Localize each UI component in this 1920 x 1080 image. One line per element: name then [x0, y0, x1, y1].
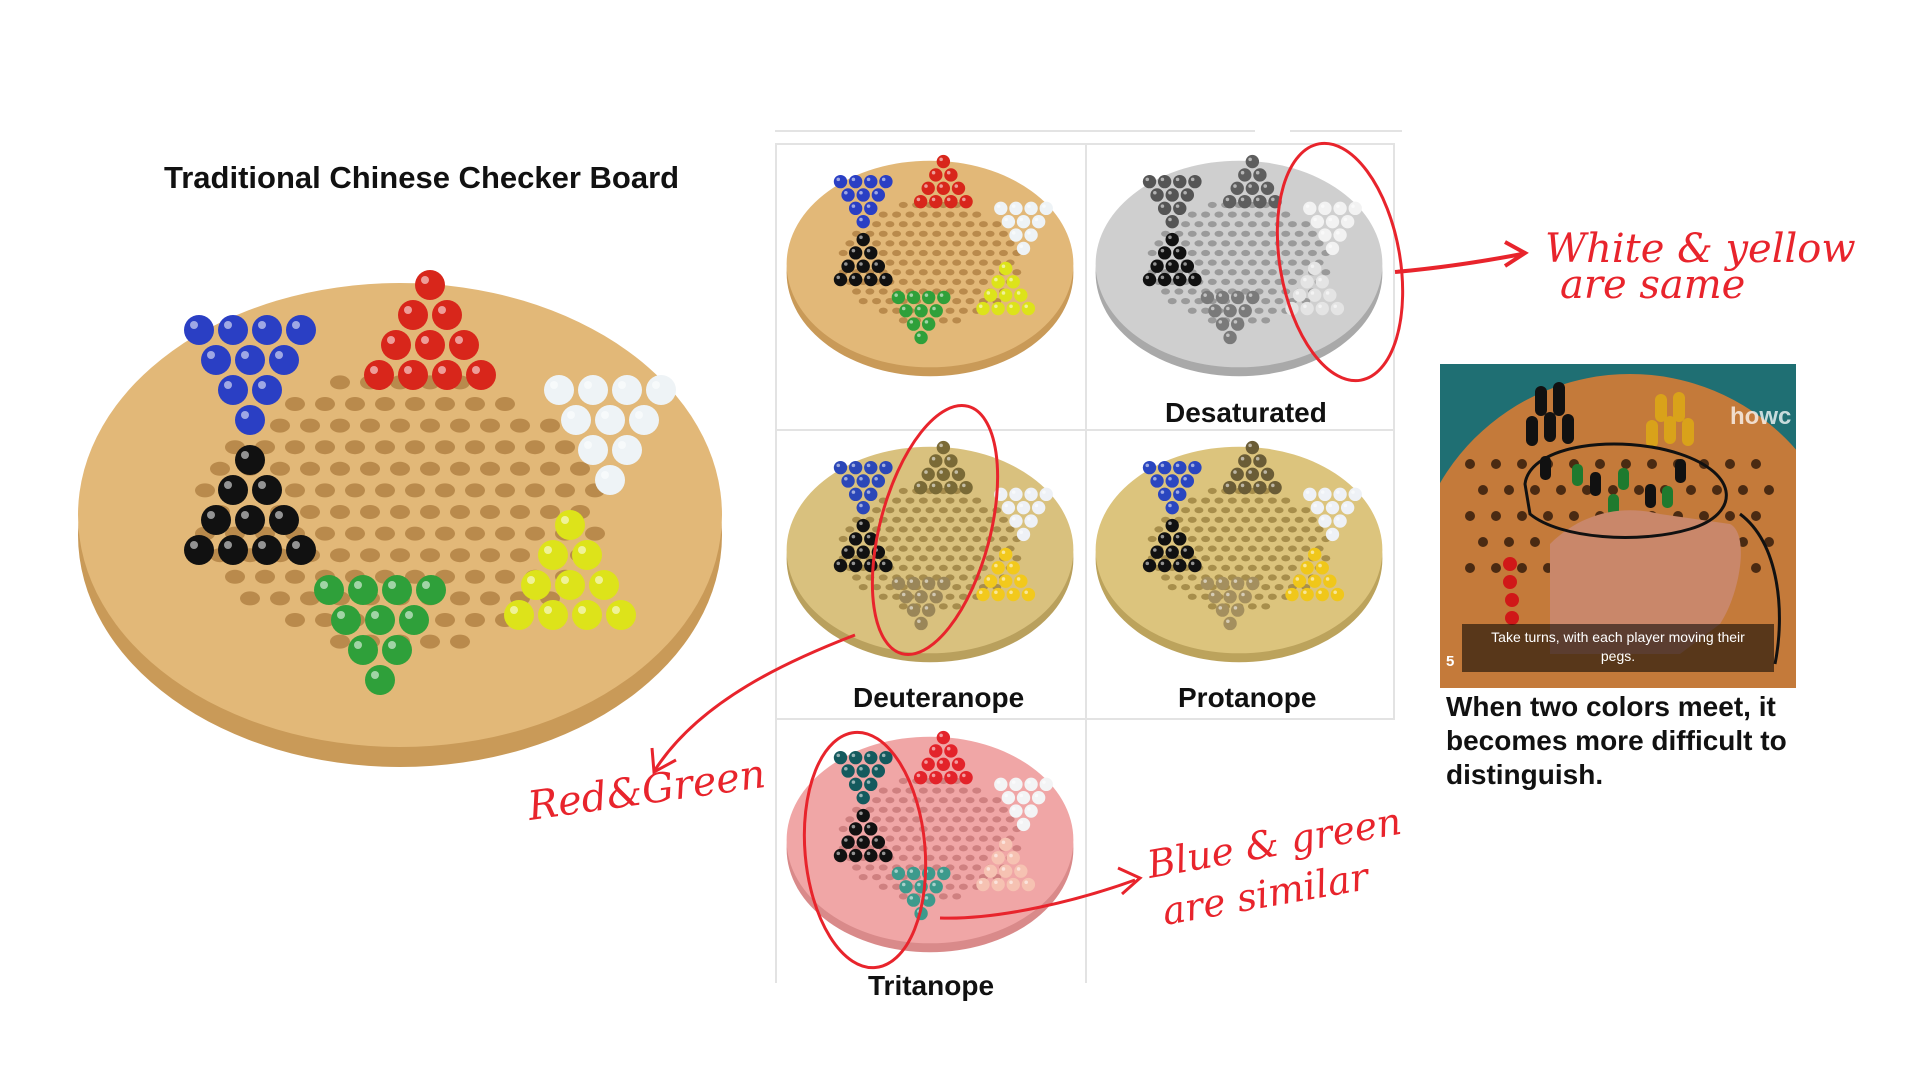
marbles-yellow: [976, 261, 1036, 316]
marbles-blue: [1142, 174, 1202, 229]
marbles-white: [994, 777, 1053, 832]
grid-top-rule-2: [1290, 130, 1402, 132]
video-pegs-yellow: [1646, 392, 1694, 448]
hand-shape: [1550, 510, 1741, 654]
marbles-white: [544, 375, 676, 495]
marbles-blue: [184, 315, 316, 435]
annotation-blue-green-2: are similar: [1159, 854, 1374, 934]
marbles-white: [994, 201, 1053, 256]
marbles-black: [1142, 232, 1202, 287]
marbles-blue: [1142, 460, 1202, 515]
marbles-yellow: [1285, 547, 1345, 602]
note-line-2: becomes more difficult to: [1446, 725, 1787, 756]
tritanope-board-thumb: [786, 730, 1074, 953]
caption-deuteranope: Deuteranope: [853, 682, 1025, 713]
grid-left-line: [775, 143, 777, 983]
marbles-black: [184, 445, 316, 565]
grid-mid-line: [1085, 143, 1087, 983]
traditional-board-image: [78, 270, 722, 767]
video-pegs-red: [1503, 557, 1519, 625]
caption-protanope: Protanope: [1178, 682, 1317, 713]
note-line-1: When two colors meet, it: [1446, 691, 1776, 722]
marbles-green: [1200, 290, 1260, 345]
original-board-thumb: [786, 154, 1074, 377]
arrow-white-yellow: [1394, 252, 1523, 274]
grid-row-line-2: [775, 429, 1395, 431]
marbles-white: [1303, 487, 1362, 542]
desaturated-board-thumb: [1095, 154, 1383, 377]
marbles-green: [314, 575, 446, 695]
caption-tritanope: Tritanope: [868, 970, 995, 1001]
marbles-black: [833, 232, 893, 287]
video-watermark: howc: [1730, 403, 1791, 430]
annotation-white-yellow-1: White & yellow: [1545, 226, 1856, 272]
note-line-3: distinguish.: [1446, 759, 1604, 790]
marbles-black: [1142, 518, 1202, 573]
marbles-yellow: [504, 510, 636, 630]
marbles-red: [1222, 440, 1282, 495]
annotation-blue-green-1: Blue & green: [1143, 799, 1405, 887]
video-frame: howc 5 Take turns, with each player movi…: [1440, 364, 1796, 688]
grid-row-line-1: [775, 143, 1395, 145]
video-number: 5: [1446, 653, 1454, 670]
caption-backdrop: [1462, 624, 1774, 672]
marbles-red: [913, 154, 973, 209]
protanope-board-thumb: [1095, 440, 1383, 663]
marbles-blue: [833, 174, 893, 229]
marbles-red: [364, 270, 496, 390]
explanation-note: When two colors meet, it becomes more di…: [1446, 690, 1787, 792]
video-caption-line-2: pegs.: [1601, 648, 1635, 664]
video-caption-line-1: Take turns, with each player moving thei…: [1491, 629, 1745, 645]
marbles-green: [1200, 576, 1260, 631]
grid-row-line-3: [775, 718, 1395, 720]
grid-top-rule: [775, 130, 1255, 132]
caption-desaturated: Desaturated: [1165, 397, 1327, 428]
deuteranope-board-thumb: [786, 440, 1074, 663]
video-pegs-black: [1526, 382, 1686, 508]
video-pegs-green: [1572, 464, 1673, 516]
video-scene: howc 5 Take turns, with each player movi…: [1440, 374, 1796, 688]
marbles-green: [891, 290, 951, 345]
page-title: Traditional Chinese Checker Board: [164, 160, 680, 195]
annotation-white-yellow-2: are same: [1560, 262, 1745, 308]
video-arrow-annotation: [1739, 512, 1781, 665]
video-circle-annotation: [1523, 442, 1728, 539]
